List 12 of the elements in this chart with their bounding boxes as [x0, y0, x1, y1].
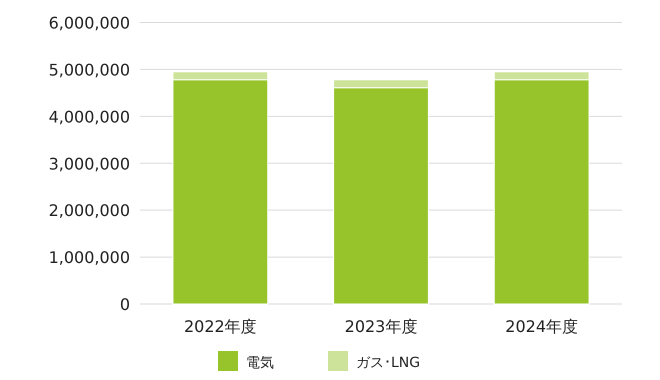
x-tick-label: 2022年度	[184, 317, 257, 336]
y-tick-label: 3,000,000	[48, 154, 130, 174]
y-tick-label: 4,000,000	[48, 107, 130, 126]
y-tick-label: 0	[120, 295, 130, 314]
legend-label: 電気	[246, 355, 274, 371]
y-tick-label: 2,000,000	[48, 201, 130, 220]
legend-label: ガス･LNG	[356, 355, 420, 371]
x-tick-label: 2023年度	[344, 317, 418, 336]
y-tick-label: 6,000,000	[48, 14, 130, 32]
y-tick-label: 5,000,000	[48, 60, 130, 80]
y-tick-label: 1,000,000	[48, 248, 130, 268]
x-tick-label: 2024年度	[505, 317, 578, 336]
